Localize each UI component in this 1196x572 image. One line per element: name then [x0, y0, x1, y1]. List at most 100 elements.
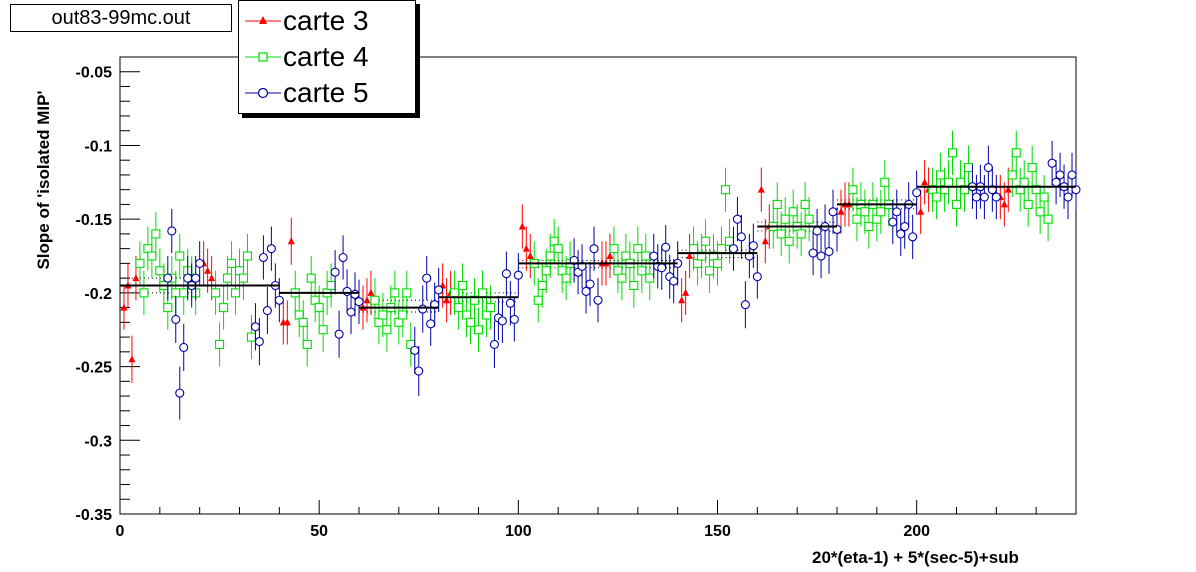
data-point-square — [246, 332, 256, 342]
data-point-square — [370, 295, 380, 305]
data-point-square — [382, 325, 392, 335]
data-point-square — [796, 229, 806, 239]
data-point-square — [700, 236, 711, 246]
data-point-square — [955, 177, 966, 187]
data-point-circle — [342, 286, 352, 296]
data-point-square — [175, 251, 185, 261]
data-point-circle — [912, 188, 922, 198]
data-point-square — [151, 229, 161, 239]
data-point-triangle — [443, 296, 451, 304]
data-point-triangle — [678, 296, 686, 304]
data-point-circle — [254, 336, 264, 347]
data-point-circle — [505, 298, 515, 308]
data-point-triangle — [283, 318, 291, 326]
data-point-square — [936, 170, 946, 180]
data-point-circle — [354, 297, 364, 307]
data-point-square — [450, 288, 460, 298]
data-point-square — [147, 251, 157, 261]
data-point-square — [712, 258, 723, 268]
data-point-square — [776, 229, 786, 239]
data-point-triangle — [757, 185, 765, 193]
x-tick-label: 200 — [903, 523, 930, 540]
legend-label-carte-5: carte 5 — [283, 77, 369, 108]
data-point-square — [302, 339, 312, 350]
data-point-circle — [501, 269, 511, 279]
data-point-circle — [175, 388, 185, 398]
data-point-square — [1035, 207, 1045, 217]
data-point-circle — [828, 207, 838, 217]
data-point-circle — [1067, 170, 1077, 180]
data-point-square — [932, 192, 942, 202]
data-point-circle — [669, 276, 679, 286]
data-point-square — [545, 251, 555, 261]
data-point-circle — [748, 241, 758, 251]
data-point-square — [800, 199, 810, 209]
y-tick-label: -0.25 — [76, 360, 113, 377]
data-point-square — [473, 325, 484, 335]
data-point-circle — [991, 192, 1001, 202]
data-point-circle — [191, 273, 201, 283]
data-point-square — [617, 273, 627, 283]
data-point-circle — [489, 339, 499, 350]
data-point-circle — [593, 295, 603, 305]
data-point-square — [1007, 170, 1017, 180]
data-point-square — [230, 288, 241, 298]
data-point-circle — [661, 242, 671, 252]
data-point-circle — [418, 304, 428, 314]
data-point-square — [880, 177, 890, 187]
data-point-circle — [171, 314, 181, 324]
data-point-square — [215, 339, 225, 350]
data-point-circle — [808, 248, 818, 258]
data-point-circle — [346, 307, 356, 317]
data-point-square — [378, 310, 388, 320]
data-point-circle — [183, 273, 193, 283]
data-point-circle — [334, 329, 344, 339]
data-point-circle — [330, 267, 340, 277]
data-point-square — [298, 317, 308, 327]
data-point-triangle — [367, 288, 375, 296]
data-point-circle — [908, 232, 918, 242]
data-point-square — [772, 199, 782, 209]
data-point-square — [143, 244, 153, 254]
data-point-square — [318, 325, 328, 335]
x-tick-label: 0 — [116, 523, 125, 540]
data-point-circle — [167, 226, 177, 236]
data-point-circle — [900, 221, 910, 232]
data-point-circle — [195, 258, 205, 268]
data-point-square — [226, 258, 237, 268]
data-point-square — [1019, 177, 1029, 187]
data-point-square — [390, 288, 400, 298]
y-tick-label: -0.05 — [76, 65, 113, 82]
data-point-square — [549, 236, 559, 246]
data-point-circle — [1055, 170, 1065, 180]
data-point-square — [139, 288, 149, 298]
data-point-square — [1011, 148, 1021, 158]
data-point-square — [223, 273, 233, 283]
data-point-square — [621, 251, 631, 261]
data-point-circle — [983, 163, 993, 173]
y-tick-label: -0.3 — [84, 433, 112, 450]
data-point-circle — [736, 232, 746, 242]
data-point-circle — [728, 244, 738, 254]
data-point-square — [477, 288, 488, 298]
data-point-circle — [649, 251, 659, 261]
data-point-circle — [163, 273, 173, 283]
x-tick-label: 50 — [310, 523, 328, 540]
legend-label-carte-3: carte 3 — [283, 5, 369, 36]
legend-entry-carte-3: carte 3 — [239, 3, 415, 39]
data-point-square — [689, 244, 699, 254]
data-point-circle — [250, 322, 260, 332]
data-point-square — [645, 273, 655, 283]
legend-entry-carte-4: carte 4 — [239, 39, 415, 75]
data-point-square — [716, 244, 727, 254]
data-point-circle — [513, 270, 523, 280]
data-point-square — [1043, 214, 1053, 224]
data-point-square — [943, 177, 954, 187]
data-point-square — [533, 295, 543, 305]
data-point-square — [163, 303, 173, 313]
data-point-square — [633, 244, 643, 254]
data-point-square — [629, 280, 639, 291]
data-point-square — [242, 251, 253, 261]
data-point-circle — [657, 263, 667, 273]
